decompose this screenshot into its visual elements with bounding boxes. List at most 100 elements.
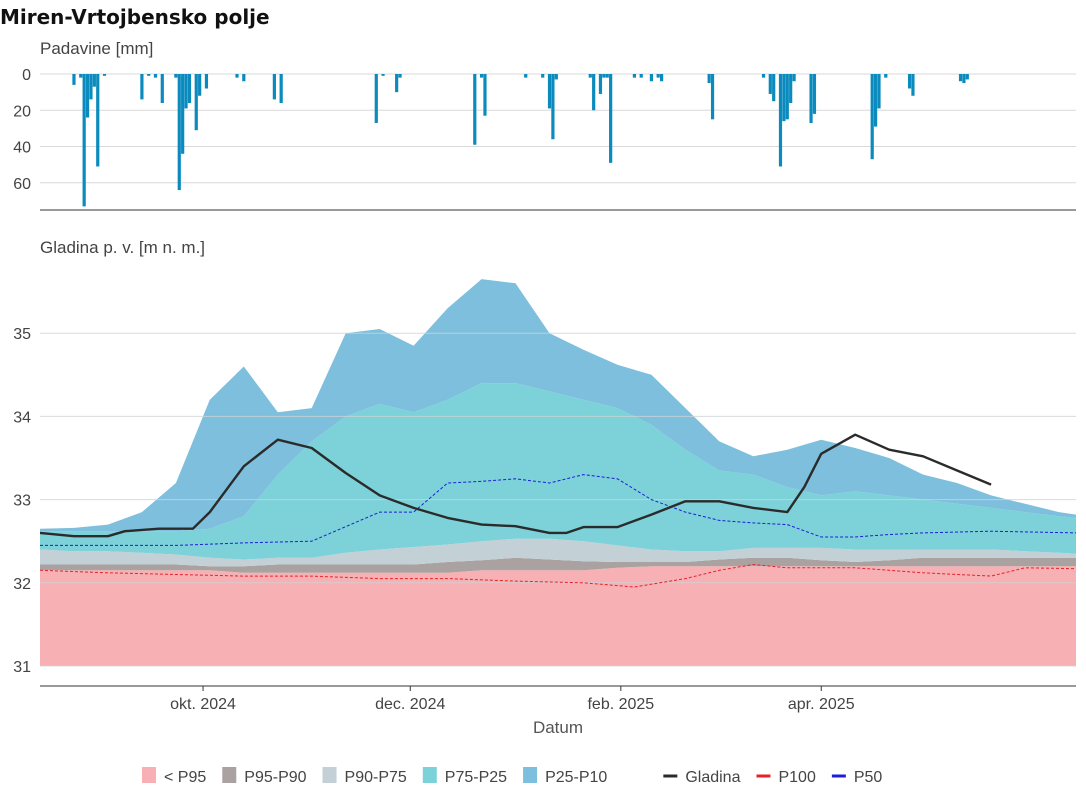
- legend-label: P25-P10: [545, 769, 607, 786]
- precip-bar: [962, 74, 966, 84]
- precip-bar: [82, 74, 86, 207]
- precip-bar: [153, 74, 158, 78]
- level-x-axis: okt. 2024 dec. 2024 feb. 2025 apr. 2025: [170, 686, 855, 713]
- x-tick-label: feb. 2025: [587, 696, 654, 713]
- precip-bar: [710, 74, 715, 120]
- precip-bar: [632, 74, 637, 78]
- legend-item: P90-P75: [322, 767, 407, 786]
- legend-label: P75-P25: [445, 769, 507, 786]
- level-y-tick-label: 32: [13, 576, 31, 593]
- legend-swatch: [422, 767, 437, 783]
- series-line-p50: [40, 474, 1077, 546]
- precip-bar: [884, 74, 888, 78]
- precip-bar: [473, 74, 477, 145]
- legend-label: P90-P75: [345, 769, 407, 786]
- level-y-tick-label: 33: [13, 493, 31, 510]
- legend-label: < P95: [164, 769, 206, 786]
- precip-bar: [547, 74, 552, 109]
- level-y-tick-label: 31: [13, 659, 31, 676]
- precip-bar: [184, 74, 188, 109]
- precip-bar: [551, 74, 555, 140]
- precip-bar: [792, 74, 796, 82]
- level-y-tick-label: 35: [13, 326, 31, 343]
- precip-bar: [965, 74, 969, 80]
- precip-bar: [524, 74, 528, 78]
- precip-bar: [398, 74, 402, 78]
- precip-bar: [374, 74, 378, 123]
- precip-bar: [272, 74, 276, 100]
- precip-bar: [877, 74, 881, 109]
- band-p25-p10: [40, 279, 1076, 532]
- precip-bar: [554, 74, 558, 80]
- precip-bar: [598, 74, 603, 94]
- precip-bar: [782, 74, 786, 122]
- precip-bar: [92, 74, 96, 87]
- legend-label: P50: [854, 769, 883, 786]
- precip-bar: [79, 74, 83, 78]
- band-p95: [40, 566, 1076, 666]
- legend-swatch: [222, 767, 237, 783]
- precip-bar: [479, 74, 484, 78]
- precip-bar: [609, 74, 613, 163]
- legend-item: P25-P10: [523, 767, 607, 786]
- precip-bars: [72, 74, 969, 207]
- legend-label: Gladina: [685, 769, 740, 786]
- precip-bar: [147, 74, 151, 76]
- x-axis-title: Datum: [533, 718, 583, 737]
- precip-bar: [198, 74, 202, 96]
- legend-item: < P95: [142, 767, 206, 786]
- precip-bar: [958, 74, 963, 82]
- precip-bar: [381, 74, 385, 76]
- series-line-gladina: [39, 433, 992, 538]
- precip-bar: [789, 74, 793, 104]
- precip-bar: [279, 74, 283, 104]
- precip-bar: [772, 74, 776, 102]
- precip-bar: [235, 74, 239, 78]
- precip-bar: [177, 74, 181, 191]
- precip-bar: [785, 74, 789, 120]
- precip-bar: [588, 74, 592, 78]
- precip-bar: [592, 74, 596, 111]
- legend-item: P50: [831, 769, 883, 786]
- level-y-tick-label: 34: [13, 409, 31, 426]
- precip-bar: [181, 74, 185, 154]
- precip-bar: [187, 74, 192, 104]
- precip-bar: [85, 74, 90, 118]
- legend-swatch: [142, 767, 156, 783]
- precip-bar: [483, 74, 487, 116]
- precip-y-tick-label: 20: [13, 103, 31, 120]
- legend-label: P100: [778, 769, 815, 786]
- precip-bar: [761, 74, 766, 78]
- precip-bar: [707, 74, 711, 84]
- precip-bar: [102, 74, 107, 76]
- legend-item: Gladina: [663, 769, 741, 786]
- precip-bar: [873, 74, 878, 127]
- precip-bar: [194, 74, 198, 131]
- legend-swatch: [523, 767, 538, 783]
- x-tick-label: dec. 2024: [375, 696, 445, 713]
- x-tick-label: apr. 2025: [788, 696, 855, 713]
- precip-bar: [72, 74, 76, 85]
- legend-item: P75-P25: [422, 767, 507, 786]
- precip-bar: [656, 74, 660, 78]
- precip-bar: [541, 74, 545, 78]
- precip-gridlines: [40, 73, 1076, 184]
- level-panel-title: Gladina p. v. [m n. m.]: [40, 238, 205, 257]
- legend-swatch: [322, 767, 337, 783]
- precip-bar: [778, 74, 783, 167]
- level-y-axis: 31 32 33 34 35: [13, 326, 31, 676]
- precip-bar: [160, 74, 164, 104]
- series-line-p100: [39, 564, 1077, 588]
- band-p95-p90: [40, 557, 1076, 573]
- precip-bar: [809, 74, 813, 123]
- precip-bar: [204, 74, 209, 89]
- precip-bar: [911, 74, 915, 96]
- precip-bar: [395, 74, 399, 93]
- precip-bar: [768, 74, 772, 94]
- precip-bar: [89, 74, 93, 100]
- chart-title: Miren-Vrtojbensko polje: [0, 5, 270, 29]
- precip-y-tick-label: 0: [22, 67, 31, 84]
- precip-bar: [605, 74, 609, 78]
- precip-panel-title: Padavine [mm]: [40, 39, 153, 58]
